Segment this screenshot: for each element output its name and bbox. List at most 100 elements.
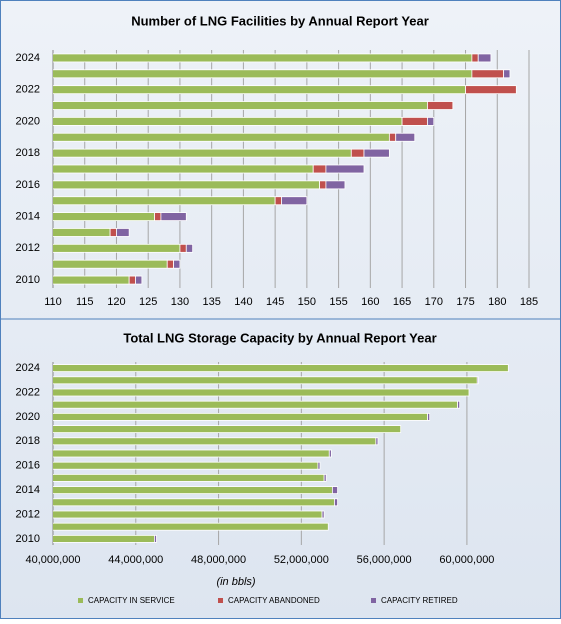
x-tick-label: 130 xyxy=(171,296,189,308)
bar-segment xyxy=(135,275,143,285)
bar-segment xyxy=(319,180,327,190)
bar-segment xyxy=(328,449,332,458)
bar-segment xyxy=(53,400,459,409)
bar-segment xyxy=(185,243,194,253)
bar-segment xyxy=(53,388,470,397)
bar-segment xyxy=(173,259,181,269)
bar-segment xyxy=(53,535,155,543)
bar-segment xyxy=(53,259,168,269)
x-axis-label: (in bbls) xyxy=(216,576,255,588)
legend-label: CAPACITY IN SERVICE xyxy=(88,596,175,605)
x-tick-label: 170 xyxy=(425,296,443,308)
x-tick-label: 165 xyxy=(393,296,411,308)
bar-segment xyxy=(427,101,454,110)
bar-segment xyxy=(401,117,428,126)
bar-segment xyxy=(317,461,321,470)
bar-segment xyxy=(109,228,117,237)
bars xyxy=(53,364,509,543)
bar-segment xyxy=(53,212,155,222)
bar-segment xyxy=(471,69,505,79)
y-tick-label: 2016 xyxy=(16,179,40,191)
bar-segment xyxy=(321,510,325,519)
bar-segment xyxy=(312,164,327,174)
bar-segment xyxy=(53,437,377,446)
bar-segment xyxy=(465,85,517,95)
bar-segment xyxy=(476,376,479,385)
bar-segment xyxy=(388,132,397,142)
chart-title: Total LNG Storage Capacity by Annual Rep… xyxy=(123,330,436,345)
bar-segment xyxy=(53,53,473,63)
bar-segment xyxy=(53,275,130,285)
x-tick-label: 120 xyxy=(107,296,125,308)
bar-segment xyxy=(166,259,174,269)
bar-segment xyxy=(53,228,111,237)
y-tick-label: 2014 xyxy=(16,484,40,496)
bar-segment xyxy=(331,486,338,495)
x-tick-label: 110 xyxy=(44,296,62,308)
bar-segment xyxy=(325,180,346,190)
y-tick-label: 2022 xyxy=(16,386,40,398)
y-tick-label: 2020 xyxy=(16,115,40,127)
legend-swatch xyxy=(78,598,83,603)
bar-segment xyxy=(427,117,435,126)
legend-swatch xyxy=(218,598,223,603)
bar-segment xyxy=(154,535,157,543)
x-tick-label: 40,000,000 xyxy=(25,554,80,566)
x-tick-label: 115 xyxy=(76,296,94,308)
bar-segment xyxy=(128,275,136,285)
bar-segment xyxy=(457,400,461,409)
y-tick-label: 2014 xyxy=(16,211,40,223)
x-tick-label: 160 xyxy=(361,296,379,308)
bar-segment xyxy=(116,228,130,237)
bar-segment xyxy=(154,212,162,222)
bar-segment xyxy=(53,132,390,142)
x-tick-label: 155 xyxy=(329,296,347,308)
bar-segment xyxy=(53,425,402,434)
y-tick-label: 2010 xyxy=(16,274,40,286)
bar-segment xyxy=(53,473,325,482)
y-tick-label: 2012 xyxy=(16,242,40,254)
y-tick-label: 2010 xyxy=(16,533,40,545)
bar-segment xyxy=(363,148,390,158)
bar-segment xyxy=(477,53,492,63)
x-tick-label: 175 xyxy=(456,296,474,308)
bar-segment xyxy=(427,412,431,421)
legend-label: CAPACITY RETIRED xyxy=(381,596,458,605)
bar-segment xyxy=(334,498,338,507)
x-tick-label: 145 xyxy=(266,296,284,308)
chart-title: Number of LNG Facilities by Annual Repor… xyxy=(131,13,429,28)
y-tick-label: 2022 xyxy=(16,84,40,96)
y-tick-label: 2012 xyxy=(16,508,40,520)
bars xyxy=(53,53,517,285)
bar-segment xyxy=(53,461,319,470)
bar-segment xyxy=(471,53,479,63)
x-tick-label: 150 xyxy=(298,296,316,308)
x-tick-label: 180 xyxy=(488,296,506,308)
x-tick-label: 140 xyxy=(234,296,252,308)
bar-segment xyxy=(53,196,276,206)
y-tick-label: 2020 xyxy=(16,411,40,423)
bar-segment xyxy=(53,164,314,174)
bar-segment xyxy=(179,243,187,253)
bar-segment xyxy=(53,376,478,385)
bar-segment xyxy=(53,117,403,126)
x-tick-label: 135 xyxy=(202,296,220,308)
bar-segment xyxy=(53,69,473,79)
bar-segment xyxy=(350,148,365,158)
x-tick-label: 52,000,000 xyxy=(274,554,329,566)
bar-segment xyxy=(53,449,330,458)
y-tick-label: 2024 xyxy=(16,52,40,64)
x-tick-label: 185 xyxy=(520,296,538,308)
bar-segment xyxy=(503,69,511,79)
y-tick-label: 2016 xyxy=(16,460,40,472)
bar-segment xyxy=(53,148,352,158)
bar-segment xyxy=(160,212,187,222)
bar-segment xyxy=(395,132,416,142)
bar-segment xyxy=(281,196,308,206)
y-tick-label: 2018 xyxy=(16,147,40,159)
legend-label: CAPACITY ABANDONED xyxy=(228,596,320,605)
bar-segment xyxy=(53,522,329,531)
bar-segment xyxy=(274,196,282,206)
y-tick-label: 2018 xyxy=(16,435,40,447)
